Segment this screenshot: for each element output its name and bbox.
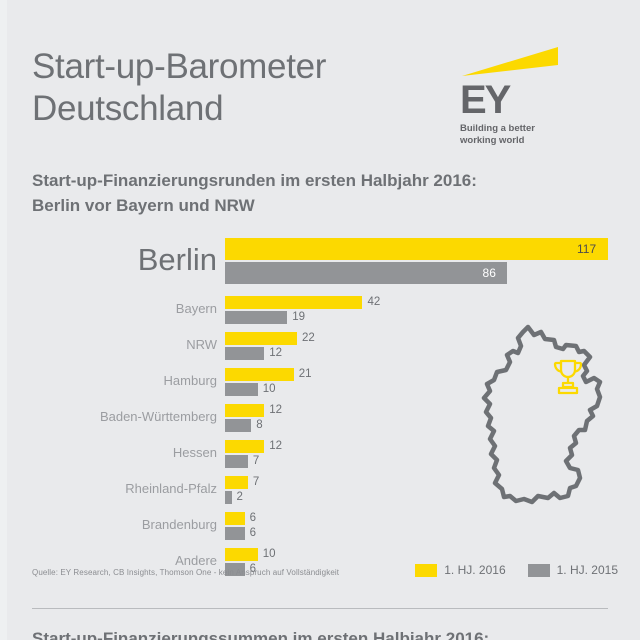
- legend-label-2016: 1. HJ. 2016: [444, 563, 506, 577]
- bar-2016: [225, 476, 248, 489]
- legend-swatch-gray: [527, 563, 550, 577]
- bar-2016: [225, 332, 298, 345]
- chart-row: NRW 22 12: [0, 332, 640, 360]
- header: Start-up-Barometer Deutschland EY Buildi…: [32, 46, 592, 156]
- bar-value-2015: 86: [482, 266, 496, 280]
- chart-row-label: Brandenburg: [141, 517, 217, 532]
- bar-value-2016: 42: [367, 295, 381, 308]
- bar-value-2015: 7: [252, 454, 260, 467]
- bar-value-2015: 6: [249, 526, 257, 539]
- bar-value-2016: 7: [252, 475, 260, 488]
- section-divider: [32, 608, 608, 609]
- legend-label-2015: 1. HJ. 2015: [556, 563, 618, 577]
- source-note: Quelle: EY Research, CB Insights, Thomso…: [32, 568, 340, 577]
- ey-swoosh-icon: [462, 47, 558, 76]
- bar-2015: [225, 527, 245, 540]
- bar-value-2016: 10: [262, 547, 276, 560]
- bar-2016: [225, 512, 245, 525]
- bar-chart: Berlin 117 86 Bayern 42 19 NRW 22 12 Hamburg 21 10 B…: [0, 238, 640, 576]
- chart-row: Brandenburg 6 6: [0, 512, 640, 540]
- bar-value-2015: 6: [249, 562, 257, 575]
- bar-2016: [225, 296, 363, 309]
- trophy-icon: [553, 359, 583, 395]
- chart-row: Andere 10 6: [0, 548, 640, 576]
- bar-value-2016: 117: [577, 242, 597, 256]
- bar-2015: [225, 262, 507, 284]
- chart-row-bars: 12 8: [225, 404, 625, 432]
- chart-row-bars: 12 7: [225, 440, 625, 468]
- bar-value-2015: 8: [256, 418, 263, 431]
- chart-row-label: Bayern: [175, 301, 217, 316]
- bar-value-2016: 12: [269, 403, 283, 416]
- bar-value-2015: 19: [292, 310, 305, 323]
- bar-2015: [225, 347, 265, 360]
- ey-wordmark: EY: [460, 78, 511, 122]
- bar-2016: [225, 238, 608, 260]
- chart-row-label: Hamburg: [163, 373, 217, 388]
- chart-row-label: Berlin: [137, 242, 217, 277]
- bar-value-2015: 2: [236, 490, 243, 503]
- bar-2016: [225, 368, 294, 381]
- chart-row-label: NRW: [186, 337, 217, 352]
- chart-row-label: Rheinland-Pfalz: [125, 481, 217, 496]
- bar-value-2016: 21: [298, 367, 312, 380]
- left-edge-strip: [0, 0, 7, 640]
- germany-map: [466, 318, 626, 553]
- chart-row-label: Baden-Württemberg: [99, 409, 217, 424]
- chart-row-bars: 42 19: [225, 296, 625, 324]
- bar-2015: [225, 383, 258, 396]
- chart-row: Berlin 117 86: [0, 238, 640, 284]
- bar-2016: [225, 440, 265, 453]
- bar-2015: [225, 311, 288, 324]
- chart-row: Baden-Württemberg 12 8: [0, 404, 640, 432]
- legend-swatch-yellow: [415, 563, 438, 577]
- bar-value-2016: 12: [269, 439, 283, 452]
- legend-item-2016: 1. HJ. 2016: [415, 563, 506, 577]
- chart-subtitle: Start-up-Finanzierungsrunden im ersten H…: [32, 171, 477, 215]
- legend-item-2015: 1. HJ. 2015: [527, 563, 618, 577]
- ey-tagline: Building a better working world: [460, 123, 535, 146]
- chart-row: Hamburg 21 10: [0, 368, 640, 396]
- bar-value-2016: 6: [249, 511, 257, 524]
- bar-2015: [225, 455, 248, 468]
- bar-2015: [225, 563, 245, 576]
- bar-value-2016: 22: [302, 331, 315, 344]
- next-section-heading: Start-up-Finanzierungssummen im ersten H…: [32, 629, 490, 640]
- chart-legend: 1. HJ. 2016 1. HJ. 2015: [415, 563, 618, 577]
- chart-row: Hessen 12 7: [0, 440, 640, 468]
- bar-2016: [225, 404, 265, 417]
- chart-row-bars: 21 10: [225, 368, 625, 396]
- page-title: Start-up-Barometer Deutschland: [32, 47, 327, 128]
- germany-outline-icon: [481, 324, 603, 505]
- bar-2015: [225, 419, 252, 432]
- bar-2015: [225, 491, 232, 504]
- bar-2016: [225, 548, 258, 561]
- chart-row: Bayern 42 19: [0, 296, 640, 324]
- chart-row-bars: 10 6: [225, 548, 625, 576]
- chart-row-bars: 22 12: [225, 332, 625, 360]
- bar-value-2015: 12: [269, 346, 283, 359]
- chart-row-label: Hessen: [172, 445, 217, 460]
- chart-row-bars: 117 86: [225, 238, 625, 284]
- chart-row: Rheinland-Pfalz 7 2: [0, 476, 640, 504]
- chart-row-label: Andere: [175, 553, 217, 568]
- bar-value-2015: 10: [262, 382, 276, 395]
- ey-logo: EY Building a better working world: [460, 46, 572, 147]
